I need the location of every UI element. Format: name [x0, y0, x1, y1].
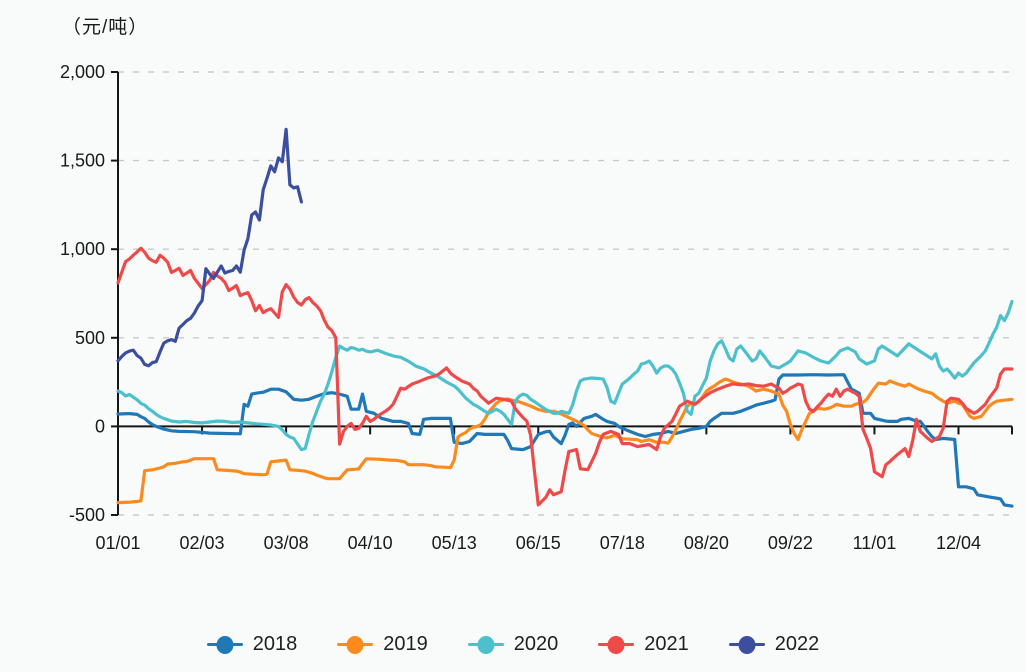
x-tick-label: 02/03 — [180, 533, 225, 553]
series-line-2019 — [116, 377, 1014, 505]
legend-line-dot-icon — [728, 635, 765, 654]
series-line-2020 — [116, 299, 1014, 452]
x-tick-label: 11/01 — [853, 533, 897, 553]
series-line-2021 — [116, 246, 1014, 507]
legend-item-2022[interactable]: 2022 — [728, 633, 820, 656]
x-tick-label: 07/18 — [600, 533, 645, 553]
x-tick-label: 06/15 — [516, 533, 561, 553]
y-tick-label: 0 — [95, 416, 105, 436]
y-axis-labels: 2,000 1,500 1,000 500 0 -500 — [60, 62, 105, 525]
legend-label: 2022 — [774, 633, 820, 655]
gridlines — [118, 71, 1012, 516]
y-tick-label: 500 — [75, 328, 105, 348]
x-tick-label: 05/13 — [432, 533, 477, 553]
y-tick-label: 1,500 — [60, 151, 105, 171]
x-axis-labels: 01/01 02/03 03/08 04/10 05/13 06/15 07/18 08/20… — [95, 533, 981, 553]
legend-line-dot-icon — [598, 635, 635, 654]
y-axis — [111, 71, 119, 516]
legend-dot-icon — [346, 635, 364, 654]
legend-label: 2019 — [383, 633, 428, 655]
legend-label: 2020 — [513, 633, 559, 655]
x-tick-label: 04/10 — [348, 533, 393, 553]
legend-dot-icon — [738, 635, 756, 654]
series-line-2022 — [116, 127, 303, 368]
legend-item-2021[interactable]: 2021 — [598, 633, 689, 656]
y-tick-label: 1,000 — [60, 239, 105, 259]
x-tick-label: 08/20 — [684, 533, 729, 553]
y-tick-label: -500 — [69, 505, 105, 525]
x-tick-label: 12/04 — [936, 533, 981, 553]
x-tick-label: 03/08 — [264, 533, 309, 553]
series-line-2018 — [116, 373, 1014, 508]
x-tick-label: 09/22 — [768, 533, 813, 553]
legend-line-dot-icon — [206, 635, 243, 654]
legend-item-2018[interactable]: 2018 — [206, 633, 298, 656]
legend-item-2019[interactable]: 2019 — [337, 633, 428, 656]
legend: 2018 2019 2020 2021 2022 — [0, 633, 1026, 656]
legend-dot-icon — [477, 635, 495, 654]
legend-line-dot-icon — [467, 635, 504, 654]
y-tick-label: 2,000 — [60, 62, 105, 82]
legend-item-2020[interactable]: 2020 — [467, 633, 559, 656]
legend-label: 2018 — [252, 633, 298, 655]
legend-dot-icon — [216, 635, 234, 654]
legend-label: 2021 — [644, 633, 689, 655]
legend-dot-icon — [607, 635, 625, 654]
legend-line-dot-icon — [337, 635, 374, 654]
y-axis-unit-title: （元/吨） — [62, 17, 149, 38]
x-tick-label: 01/01 — [95, 533, 140, 553]
